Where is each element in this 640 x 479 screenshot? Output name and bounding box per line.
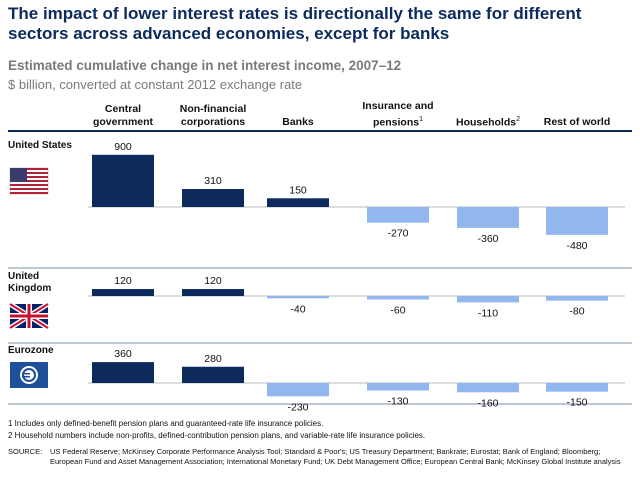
footnote-ref: 2 xyxy=(516,115,520,123)
bar xyxy=(367,207,429,223)
flag-euro xyxy=(10,362,48,388)
value-label: 900 xyxy=(114,141,132,153)
footnote-ref: 1 xyxy=(419,115,423,123)
subtitle: Estimated cumulative change in net inter… xyxy=(8,58,402,73)
bar xyxy=(92,154,154,207)
column-header: Banks xyxy=(253,102,343,129)
value-label: 120 xyxy=(114,275,132,287)
value-label: -160 xyxy=(477,397,498,409)
value-label: -130 xyxy=(387,396,408,408)
bar xyxy=(267,296,329,299)
column-header: Insurance and pensions1 xyxy=(353,99,443,129)
value-label: -40 xyxy=(290,303,305,315)
bar xyxy=(457,207,519,228)
bar xyxy=(546,207,608,235)
flag-uk xyxy=(8,301,50,331)
column-label: Central government xyxy=(92,103,154,128)
bar xyxy=(546,383,608,392)
flag-us xyxy=(9,167,49,195)
value-label: 360 xyxy=(114,348,132,360)
bar xyxy=(267,198,329,207)
value-label: -110 xyxy=(478,307,498,319)
panel-title: United States xyxy=(8,140,72,151)
unit: $ billion, converted at constant 2012 ex… xyxy=(8,77,303,92)
value-label: -480 xyxy=(566,240,587,252)
panel-title: United Kingdom xyxy=(8,271,52,294)
column-header: Non-financial corporations xyxy=(168,102,258,129)
source-label: SOURCE: xyxy=(8,447,43,456)
value-label: -150 xyxy=(566,397,587,409)
panel-title: Eurozone xyxy=(8,345,54,356)
bar xyxy=(367,296,429,300)
column-label: Insurance and pensions1 xyxy=(362,99,434,129)
column-header: Households2 xyxy=(443,102,533,129)
value-label: 280 xyxy=(204,353,222,365)
bar xyxy=(457,383,519,393)
footnote: 2 Household numbers include non-profits,… xyxy=(8,431,426,440)
column-label: Non-financial corporations xyxy=(179,103,247,128)
bar xyxy=(182,189,244,207)
bar xyxy=(367,383,429,391)
bar xyxy=(457,296,519,303)
value-label: -360 xyxy=(477,233,498,245)
bar xyxy=(92,289,154,296)
column-label: Rest of world xyxy=(543,116,611,128)
source: SOURCE: US Federal Reserve; McKinsey Cor… xyxy=(8,447,633,467)
column-label: Households2 xyxy=(456,115,520,129)
title: The impact of lower interest rates is di… xyxy=(8,4,582,43)
bar xyxy=(182,289,244,296)
value-label: -80 xyxy=(569,306,584,318)
bar xyxy=(92,362,154,383)
value-label: 150 xyxy=(289,184,307,196)
bar xyxy=(182,366,244,383)
value-label: 120 xyxy=(204,275,222,287)
column-header: Central government xyxy=(78,102,168,129)
bar xyxy=(546,296,608,301)
footnote: 1 Includes only defined-benefit pension … xyxy=(8,419,324,428)
bar xyxy=(267,383,329,397)
value-label: -60 xyxy=(390,304,405,316)
column-header: Rest of world xyxy=(532,102,622,129)
column-label: Banks xyxy=(282,116,314,128)
source-text: US Federal Reserve; McKinsey Corporate P… xyxy=(50,447,621,466)
value-label: -270 xyxy=(387,228,408,240)
value-label: -230 xyxy=(287,401,308,413)
value-label: 310 xyxy=(204,175,222,187)
